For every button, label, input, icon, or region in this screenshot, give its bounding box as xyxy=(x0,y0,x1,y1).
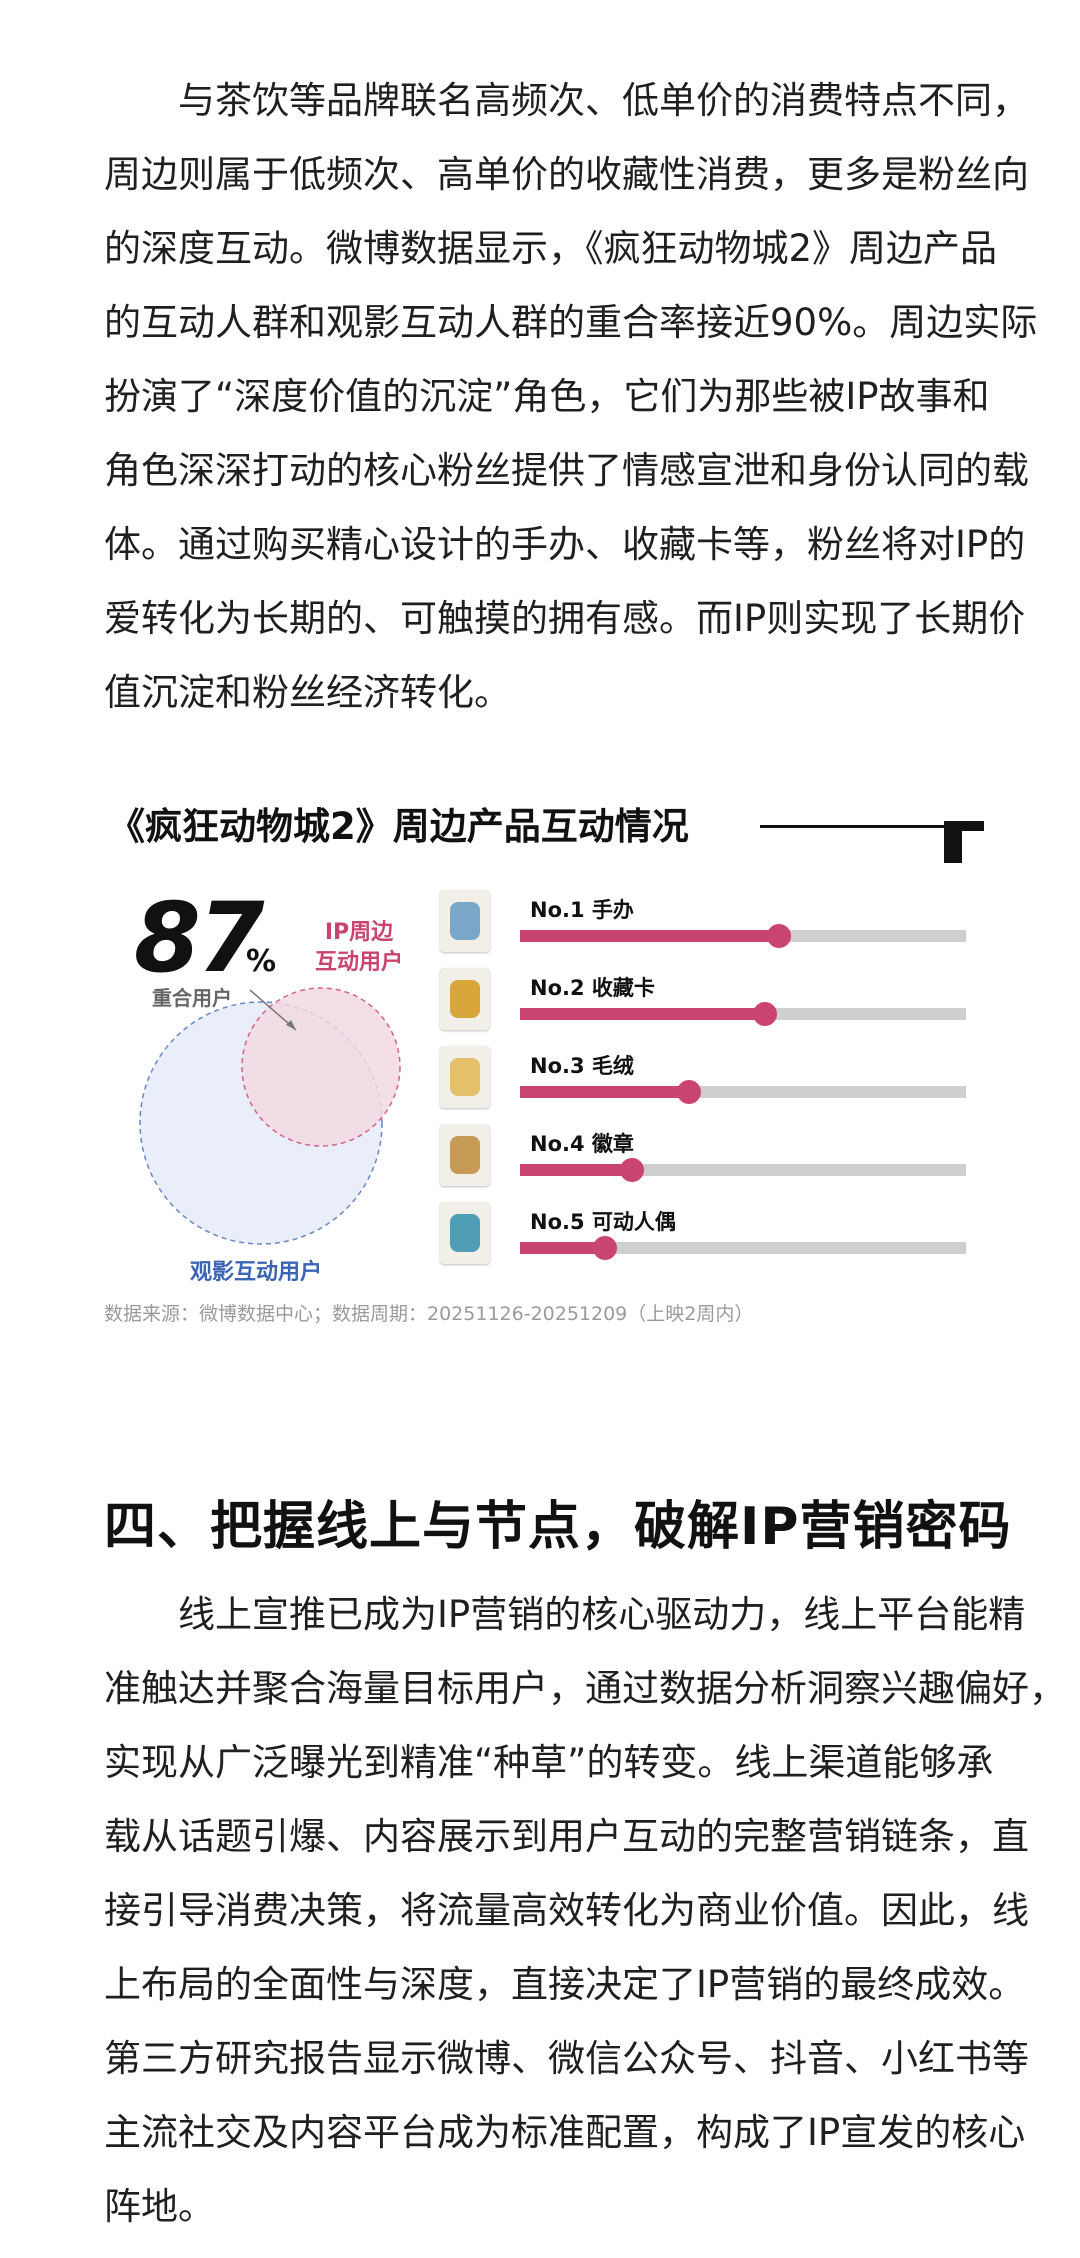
ranking-row: No.2 收藏卡 xyxy=(440,968,970,1038)
product-thumbnail xyxy=(440,1124,490,1186)
bar-track xyxy=(520,924,966,948)
overlap-label: 重合用户 xyxy=(152,986,232,1010)
section-heading: 四、把握线上与节点，破解IP营销密码 xyxy=(104,1497,1012,1557)
venn-diagram xyxy=(139,987,401,1245)
product-figure-icon xyxy=(450,980,480,1018)
bar-fill xyxy=(520,1008,766,1020)
section-paragraph: 线上宣推已成为IP营销的核心驱动力，线上平台能精 准触达并聚合海量目标用户，通过… xyxy=(104,1578,1066,2244)
product-figure-icon xyxy=(450,1136,480,1174)
product-thumbnail xyxy=(440,968,490,1030)
paragraph-line: 的互动人群和观影互动人群的重合率接近90%。周边实际 xyxy=(104,301,1038,344)
ranking-label: No.5 可动人偶 xyxy=(530,1210,676,1234)
paragraph-line: 值沉淀和粉丝经济转化。 xyxy=(104,671,511,714)
overlap-unit: % xyxy=(246,944,277,979)
paragraph-line: 周边则属于低频次、高单价的收藏性消费，更多是粉丝向 xyxy=(104,153,1029,196)
bar-fill xyxy=(520,1086,690,1098)
data-source-note: 数据来源：微博数据中心；数据周期：20251126-20251209（上映2周内… xyxy=(104,1303,754,1325)
product-figure-icon xyxy=(450,1058,480,1096)
title-rule xyxy=(760,825,956,828)
ranking-row: No.3 毛绒 xyxy=(440,1046,970,1116)
ranking-row: No.5 可动人偶 xyxy=(440,1202,970,1272)
intro-paragraph: 与茶饮等品牌联名高频次、低单价的消费特点不同， 周边则属于低频次、高单价的收藏性… xyxy=(104,64,1038,730)
paragraph-line: 扮演了“深度价值的沉淀”角色，它们为那些被IP故事和 xyxy=(104,375,990,418)
paragraph-line: 爱转化为长期的、可触摸的拥有感。而IP则实现了长期价 xyxy=(104,597,1026,640)
bar-track xyxy=(520,1002,966,1026)
title-corner-mark-top xyxy=(944,821,984,831)
paragraph-line: 接引导消费决策，将流量高效转化为商业价值。因此，线 xyxy=(104,1889,1029,1932)
ip-users-circle xyxy=(241,987,401,1147)
paragraph-line: 第三方研究报告显示微博、微信公众号、抖音、小红书等 xyxy=(104,2037,1029,2080)
product-figure-icon xyxy=(450,1214,480,1252)
paragraph-line: 主流社交及内容平台成为标准配置，构成了IP宣发的核心 xyxy=(104,2111,1026,2154)
bar-fill xyxy=(520,930,779,942)
paragraph-line: 角色深深打动的核心粉丝提供了情感宣泄和身份认同的载 xyxy=(104,449,1029,492)
paragraph-line: 阵地。 xyxy=(104,2185,215,2228)
paragraph-line: 的深度互动。微博数据显示，《疯狂动物城2》周边产品 xyxy=(104,227,998,270)
paragraph-line: 线上宣推已成为IP营销的核心驱动力，线上平台能精 xyxy=(178,1593,1026,1636)
ranking-row: No.4 徽章 xyxy=(440,1124,970,1194)
paragraph-line: 上布局的全面性与深度，直接决定了IP营销的最终成效。 xyxy=(104,1963,1026,2006)
bar-marker xyxy=(677,1080,702,1104)
bar-marker xyxy=(619,1158,644,1182)
ip-users-label-line: 互动用户 xyxy=(314,950,403,975)
ip-users-label-line: IP周边 xyxy=(324,920,394,945)
overlap-value: 87 xyxy=(134,882,265,994)
paragraph-line: 载从话题引爆、内容展示到用户互动的完整营销链条，直 xyxy=(104,1815,1029,1858)
bar-track xyxy=(520,1236,966,1260)
ranking-label: No.1 手办 xyxy=(530,898,634,922)
ip-users-label: IP周边 互动用户 xyxy=(304,918,414,978)
product-figure-icon xyxy=(450,902,480,940)
title-corner-mark xyxy=(944,821,962,863)
ranking-label: No.2 收藏卡 xyxy=(530,976,655,1000)
bar-track xyxy=(520,1080,966,1104)
bar-marker xyxy=(592,1236,617,1260)
ranking-row: No.1 手办 xyxy=(440,890,970,960)
film-users-label: 观影互动用户 xyxy=(190,1260,323,1285)
ranking-label: No.4 徽章 xyxy=(530,1132,634,1156)
bar-fill xyxy=(520,1242,605,1254)
bar-fill xyxy=(520,1164,632,1176)
product-thumbnail xyxy=(440,890,490,952)
paragraph-line: 与茶饮等品牌联名高频次、低单价的消费特点不同， xyxy=(178,79,1029,122)
bar-marker xyxy=(753,1002,778,1026)
paragraph-line: 体。通过购买精心设计的手办、收藏卡等，粉丝将对IP的 xyxy=(104,523,1026,566)
product-thumbnail xyxy=(440,1202,490,1264)
figure-title: 《疯狂动物城2》周边产品互动情况 xyxy=(108,805,689,848)
overlap-pointer-arrowhead xyxy=(286,1020,296,1030)
bar-track xyxy=(520,1158,966,1182)
product-thumbnail xyxy=(440,1046,490,1108)
ranking-label: No.3 毛绒 xyxy=(530,1054,634,1078)
paragraph-line: 实现从广泛曝光到精准“种草”的转变。线上渠道能够承 xyxy=(104,1741,994,1784)
paragraph-line: 准触达并聚合海量目标用户，通过数据分析洞察兴趣偏好， xyxy=(104,1667,1066,1710)
bar-marker xyxy=(766,924,791,948)
